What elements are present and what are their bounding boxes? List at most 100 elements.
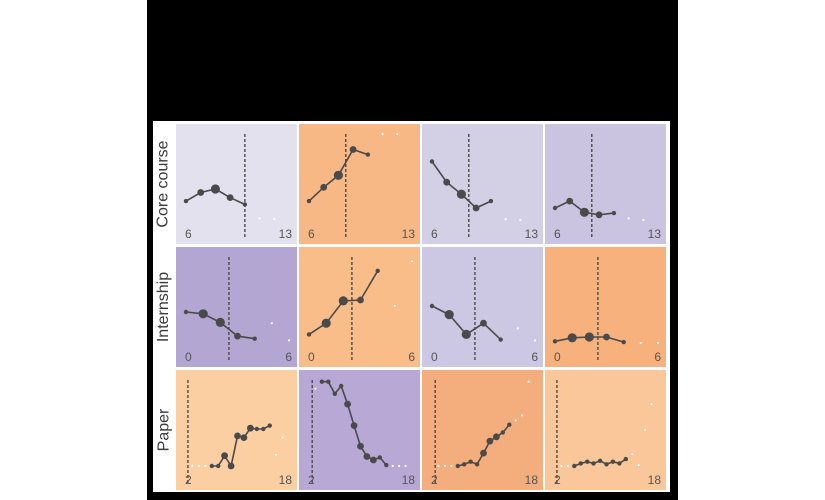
data-point <box>321 318 331 328</box>
data-point <box>344 400 351 408</box>
data-point <box>242 202 248 207</box>
data-point <box>281 436 284 439</box>
data-point <box>384 462 389 468</box>
x-tick-min: 0 <box>308 350 315 364</box>
data-point <box>234 332 241 340</box>
panel-plot <box>556 380 653 484</box>
bottom-strip <box>147 492 678 500</box>
x-tick-min: 6 <box>431 227 438 241</box>
data-point <box>267 423 272 428</box>
data-point <box>443 178 451 186</box>
row-label-text: Paper <box>155 408 173 452</box>
x-tick-min: 2 <box>431 473 438 487</box>
x-tick-max: 18 <box>524 473 538 487</box>
x-tick-min: 2 <box>185 473 192 487</box>
data-point <box>533 339 537 342</box>
x-tick-max: 6 <box>285 350 292 364</box>
x-tick-min: 0 <box>431 350 438 364</box>
panel-plot <box>306 132 399 238</box>
x-tick-min: 6 <box>308 227 315 241</box>
data-point <box>461 329 471 339</box>
data-point <box>381 132 384 136</box>
data-point <box>429 303 435 309</box>
data-point <box>429 159 435 164</box>
data-point <box>375 268 380 273</box>
data-point <box>183 309 189 315</box>
data-point <box>610 459 616 464</box>
data-point <box>500 430 505 435</box>
data-point <box>521 414 524 417</box>
x-tick-max: 18 <box>278 473 292 487</box>
data-point <box>656 341 660 345</box>
data-point <box>404 464 407 468</box>
data-point <box>507 422 512 427</box>
header-band <box>153 0 670 121</box>
data-point <box>472 204 480 212</box>
panel-plot <box>434 380 530 484</box>
data-point <box>579 207 589 217</box>
data-point <box>221 452 228 460</box>
data-point <box>650 403 653 406</box>
data-point <box>320 183 328 191</box>
x-tick-min: 2 <box>554 473 561 487</box>
data-point <box>240 434 248 441</box>
data-point <box>314 387 317 390</box>
data-point <box>637 464 640 467</box>
panel-plot <box>187 380 284 484</box>
data-point <box>597 458 603 463</box>
data-point <box>591 461 596 466</box>
x-tick-max: 6 <box>531 350 538 364</box>
data-point <box>357 442 364 450</box>
data-point <box>365 152 371 157</box>
data-point <box>216 463 221 469</box>
data-point <box>611 210 617 216</box>
data-point <box>572 463 577 469</box>
data-point <box>527 380 530 383</box>
data-point <box>410 260 414 263</box>
data-point <box>585 459 590 464</box>
panel-plot <box>429 257 537 361</box>
data-point <box>350 422 358 429</box>
data-point <box>437 464 440 468</box>
x-tick-max: 6 <box>408 350 415 364</box>
panel-r2-c0: 2 18 <box>176 370 297 490</box>
data-point <box>504 218 507 221</box>
data-point <box>357 296 364 304</box>
data-point <box>462 462 467 467</box>
data-point <box>560 464 563 468</box>
x-tick-min: 6 <box>554 227 561 241</box>
data-point <box>270 322 273 325</box>
data-point <box>332 391 337 396</box>
data-point <box>326 379 331 384</box>
data-point <box>226 194 234 201</box>
data-point <box>493 433 500 441</box>
data-point <box>552 339 558 344</box>
data-point <box>197 464 200 468</box>
data-point <box>338 296 348 306</box>
panel-plot <box>183 134 276 238</box>
panel-r0-c0: 6 13 <box>176 124 297 244</box>
data-point <box>627 217 630 220</box>
x-tick-min: 0 <box>185 350 192 364</box>
data-point <box>450 464 453 468</box>
data-point <box>642 218 645 222</box>
data-point <box>252 336 257 341</box>
data-point <box>631 452 634 456</box>
data-point <box>363 453 371 460</box>
row-label-2: Paper <box>153 370 175 490</box>
x-tick-max: 13 <box>524 227 538 241</box>
x-tick-min: 6 <box>185 227 192 241</box>
data-point <box>595 211 603 219</box>
data-point <box>215 317 225 327</box>
x-tick-max: 18 <box>401 473 415 487</box>
data-point <box>391 464 394 468</box>
panel-plot <box>311 379 407 484</box>
panel-plot <box>429 134 522 238</box>
data-point <box>623 456 628 462</box>
data-point <box>306 332 312 337</box>
x-tick-max: 13 <box>401 227 415 241</box>
